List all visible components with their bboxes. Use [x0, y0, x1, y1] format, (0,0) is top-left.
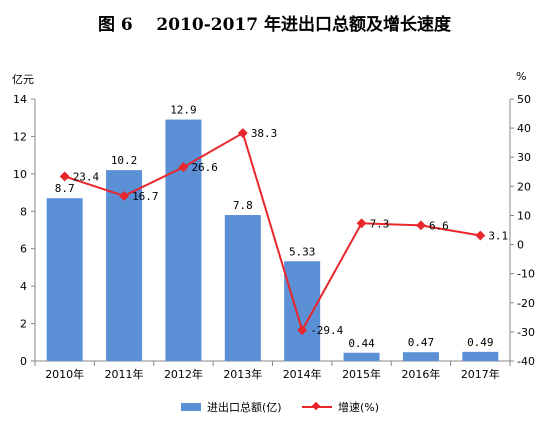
line-data-label: 23.4	[73, 170, 100, 183]
x-tick-label: 2017年	[461, 367, 500, 381]
line-data-label: 38.3	[251, 127, 278, 140]
y-left-axis-label: 亿元	[12, 73, 34, 86]
y-left-tick-label: 6	[20, 243, 27, 256]
y-left-tick-label: 4	[20, 280, 27, 293]
y-right-tick-label: 10	[517, 209, 531, 222]
x-tick-label: 2014年	[283, 367, 322, 381]
growth-line	[64, 131, 481, 333]
legend-item-bar: 进出口总额(亿)	[181, 397, 282, 417]
bar-data-label: 0.44	[348, 337, 375, 350]
bar	[284, 261, 321, 361]
bar-data-label: 10.2	[111, 154, 138, 167]
bar-data-label: 7.8	[233, 199, 253, 212]
legend-bar-swatch	[181, 403, 201, 411]
bar-data-label: 5.33	[289, 245, 316, 258]
x-tick-label: 2010年	[45, 367, 84, 381]
legend-line-swatch	[302, 403, 332, 411]
y-right-tick-label: 20	[517, 180, 531, 193]
x-tick-label: 2011年	[105, 367, 144, 381]
bar	[165, 119, 202, 361]
line-point	[237, 128, 248, 139]
line-point	[356, 218, 367, 229]
y-right-tick-label: -40	[517, 355, 535, 368]
x-tick-label: 2016年	[401, 367, 440, 381]
y-right-tick-label: -30	[517, 326, 535, 339]
bar	[224, 215, 261, 361]
line-data-label: 3.1	[488, 230, 508, 243]
line-data-label: 16.7	[132, 190, 159, 203]
bar-data-label: 8.7	[55, 182, 75, 195]
y-right-axis-label: %	[516, 70, 526, 83]
line-data-label: 6.6	[429, 219, 449, 232]
bar	[106, 170, 143, 361]
legend: 进出口总额(亿) 增速(%)	[0, 397, 549, 417]
line-data-label: 7.3	[370, 217, 390, 230]
line-point	[475, 230, 486, 241]
y-left-tick-label: 8	[20, 205, 27, 218]
legend-bar-label: 进出口总额(亿)	[207, 401, 282, 414]
y-left-tick-label: 0	[20, 355, 27, 368]
y-left-tick-label: 12	[13, 130, 27, 143]
bar-data-label: 0.47	[408, 336, 435, 349]
y-right-tick-label: -10	[517, 268, 535, 281]
y-right-tick-label: 0	[517, 239, 524, 252]
bar	[402, 352, 439, 361]
y-left-tick-label: 14	[13, 93, 27, 106]
bar-data-label: 12.9	[170, 104, 197, 117]
legend-item-line: 增速(%)	[302, 397, 379, 417]
line-data-label: -29.4	[310, 324, 343, 337]
y-left-tick-label: 10	[13, 168, 27, 181]
bar	[343, 352, 380, 361]
x-tick-label: 2013年	[223, 367, 262, 381]
chart-title: 图 6 2010-2017 年进出口总额及增长速度	[97, 15, 452, 35]
x-tick-label: 2012年	[164, 367, 203, 381]
line-point	[59, 171, 70, 182]
line-point	[119, 190, 130, 201]
y-right-tick-label: 30	[517, 151, 531, 164]
bar	[462, 351, 499, 361]
line-data-label: 26.6	[191, 161, 218, 174]
y-left-tick-label: 2	[20, 318, 27, 331]
y-right-tick-label: 40	[517, 122, 531, 135]
bar	[46, 198, 83, 361]
y-right-tick-label: -20	[517, 297, 535, 310]
x-tick-label: 2015年	[342, 367, 381, 381]
line-point	[297, 325, 308, 336]
line-point	[415, 220, 426, 231]
legend-line-label: 增速(%)	[338, 401, 380, 414]
y-right-tick-label: 50	[517, 93, 531, 106]
bar-data-label: 0.49	[467, 336, 494, 349]
line-point	[178, 162, 189, 173]
